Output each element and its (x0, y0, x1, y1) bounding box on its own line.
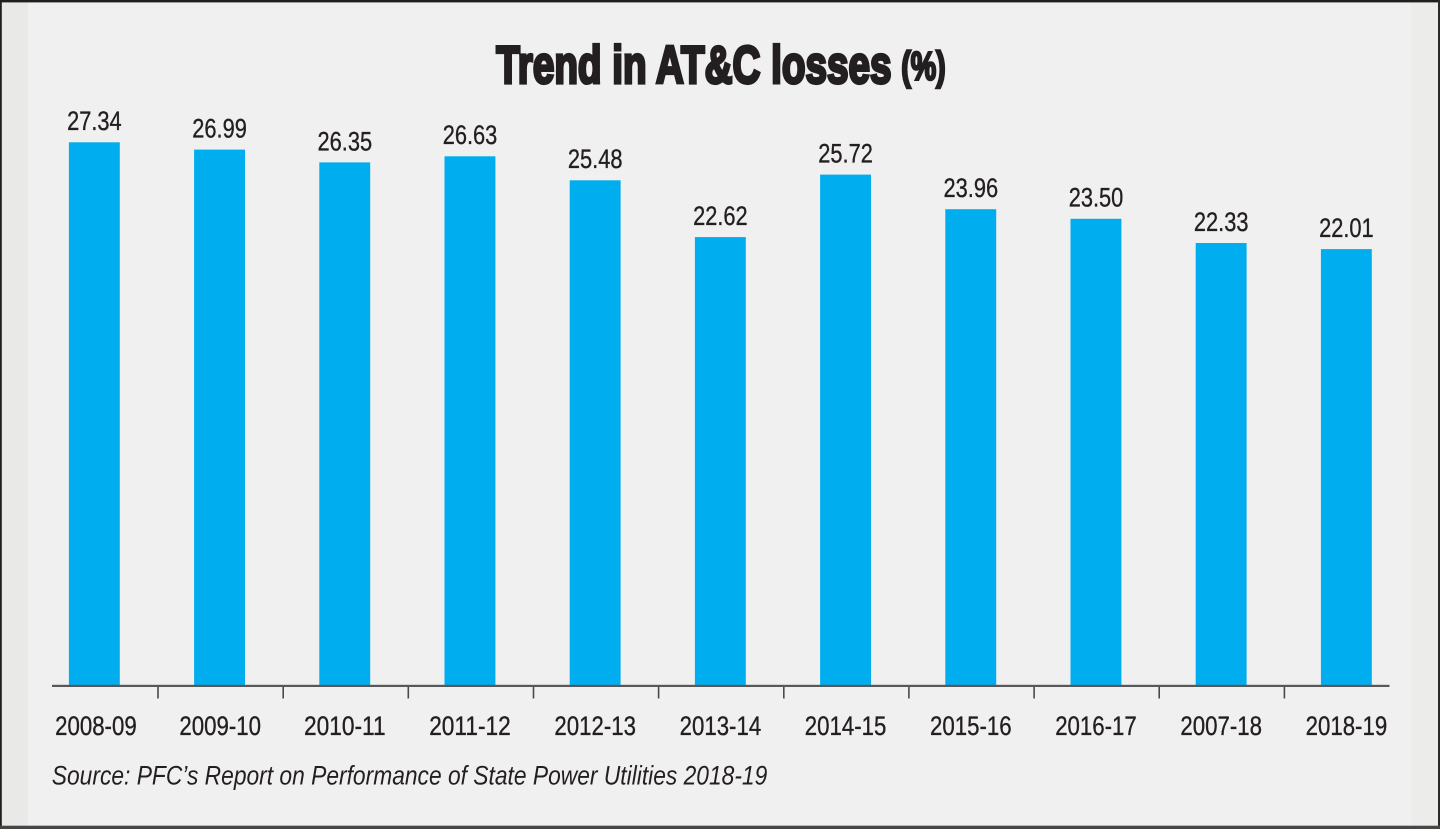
svg-text:2009-10: 2009-10 (179, 711, 261, 741)
svg-text:(%): (%) (901, 45, 945, 89)
svg-text:22.01: 22.01 (1319, 213, 1374, 243)
svg-text:2007-18: 2007-18 (1180, 711, 1262, 741)
svg-text:2018-19: 2018-19 (1306, 711, 1388, 741)
svg-text:2016-17: 2016-17 (1055, 711, 1137, 741)
svg-text:2008-09: 2008-09 (55, 711, 137, 741)
svg-text:2014-15: 2014-15 (805, 711, 887, 741)
svg-text:2012-13: 2012-13 (554, 711, 636, 741)
svg-text:23.96: 23.96 (944, 173, 999, 203)
svg-text:25.72: 25.72 (818, 139, 873, 169)
svg-text:26.35: 26.35 (318, 126, 373, 156)
svg-text:22.33: 22.33 (1194, 207, 1249, 237)
svg-text:27.34: 27.34 (67, 106, 122, 136)
svg-text:25.48: 25.48 (568, 144, 623, 174)
svg-text:2010-11: 2010-11 (304, 711, 386, 741)
svg-text:Trend in AT&C losses: Trend in AT&C losses (496, 35, 891, 94)
svg-text:2013-14: 2013-14 (680, 711, 762, 741)
svg-text:2015-16: 2015-16 (930, 711, 1012, 741)
svg-text:Source: PFC’s Report on Perfor: Source: PFC’s Report on Performance of S… (52, 760, 768, 790)
svg-text:22.62: 22.62 (693, 201, 748, 231)
svg-text:26.99: 26.99 (192, 114, 247, 144)
svg-text:23.50: 23.50 (1069, 183, 1124, 213)
svg-text:2011-12: 2011-12 (429, 711, 511, 741)
svg-text:26.63: 26.63 (443, 120, 498, 150)
